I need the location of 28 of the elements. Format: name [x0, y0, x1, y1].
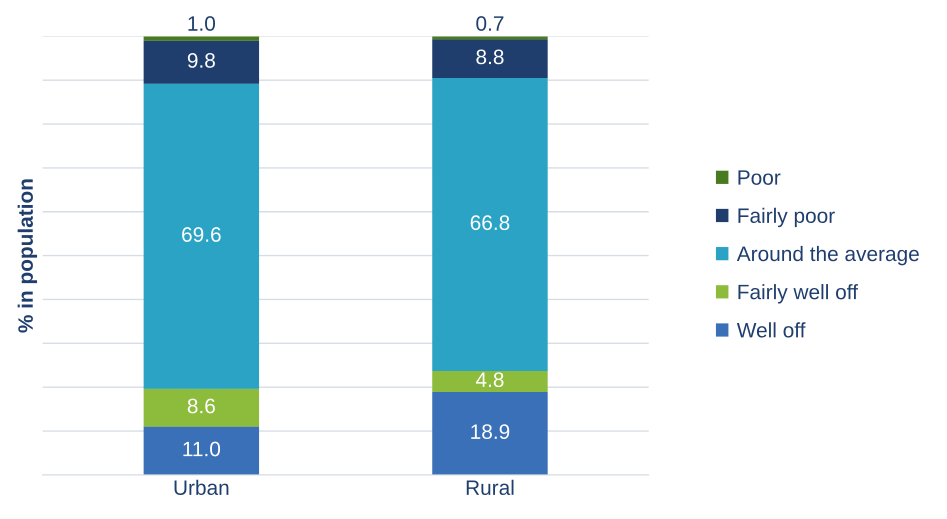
- data-label: 69.6: [182, 227, 221, 242]
- legend-label: Poor: [738, 170, 780, 185]
- x-tick-label: Urban: [174, 480, 228, 496]
- bar: [432, 36, 548, 40]
- data-label: 18.9: [471, 424, 510, 440]
- data-label: 9.8: [188, 53, 215, 68]
- data-label: 4.8: [476, 372, 504, 388]
- data-label: 11.0: [183, 442, 220, 456]
- data-label: 8.6: [188, 398, 215, 414]
- data-label: 8.8: [476, 50, 504, 64]
- y-axis-title: % in population: [18, 179, 38, 333]
- legend-label: Fairly well off: [738, 284, 858, 304]
- bar: [144, 426, 260, 475]
- legend-label: Well off: [736, 322, 806, 338]
- data-label: 66.8: [470, 215, 510, 230]
- legend-label: Around the average: [736, 246, 919, 266]
- bar: [144, 36, 260, 41]
- data-label: 1.0: [188, 16, 216, 31]
- bar: [432, 39, 548, 78]
- bar: [432, 392, 548, 475]
- x-tick-label: Rural: [466, 480, 514, 496]
- legend-label: Fairly poor: [738, 208, 835, 228]
- data-label: 0.7: [476, 16, 504, 31]
- bar: [144, 388, 260, 427]
- bar: [144, 40, 260, 84]
- bar: [144, 84, 260, 389]
- bar: [432, 78, 548, 371]
- bar: [432, 370, 548, 392]
